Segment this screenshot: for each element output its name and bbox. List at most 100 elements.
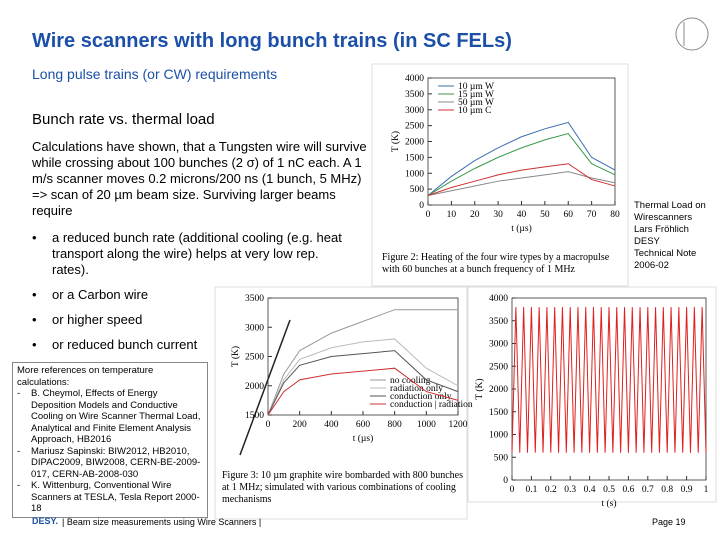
x-tick-label: 0.4 (584, 485, 596, 495)
x-tick-label: 0.7 (642, 485, 654, 495)
y-tick-label: 0 (419, 201, 424, 211)
x-axis-label: t (s) (601, 498, 616, 509)
y-axis-label: T (K) (390, 131, 401, 152)
footer-logo: DESY. (32, 516, 59, 526)
x-tick-label: 20 (470, 210, 480, 220)
x-tick-label: 0.3 (564, 485, 576, 495)
y-tick-label: 3500 (405, 90, 424, 100)
series-line (427, 171, 616, 196)
y-tick-label: 1500 (489, 408, 508, 418)
legend-label: 50 µm W (458, 98, 494, 108)
series-line (427, 121, 616, 196)
title: Wire scanners with long bunch trains (in… (32, 30, 512, 52)
side-note: Thermal Load on Wirescanners Lars Fröhlic… (634, 200, 714, 272)
figure-caption: Figure 3: 10 µm graphite wire bombarded … (222, 470, 463, 505)
y-tick-label: 2500 (489, 362, 508, 372)
x-tick-label: 70 (587, 210, 597, 220)
legend-label: 10 µm C (458, 106, 491, 116)
y-tick-label: 2000 (489, 385, 508, 395)
legend-label: radiation only (390, 384, 443, 394)
y-tick-label: 500 (494, 453, 509, 463)
reference: K. Wittenburg, Conventional Wire Scanner… (17, 480, 203, 515)
x-tick-label: 10 (447, 210, 457, 220)
references-intro: More references on temperature calculati… (17, 365, 154, 388)
y-tick-label: 500 (410, 185, 425, 195)
series-line (267, 350, 459, 416)
x-tick-label: 0 (266, 420, 271, 430)
figure-frame (467, 286, 717, 503)
y-tick-label: 3000 (245, 323, 264, 333)
reference: Mariusz Sapinski: BIW2012, HB2010, DIPAC… (17, 446, 203, 481)
legend-label: 10 µm W (458, 82, 494, 92)
bullet: or higher speed (32, 312, 352, 328)
reference: B. Cheymol, Effects of Energy Deposition… (17, 388, 203, 446)
bullet: a reduced bunch rate (additional cooling… (32, 230, 352, 278)
page-number: Page 19 (652, 517, 686, 527)
y-axis-label: T (K) (474, 378, 485, 399)
legend-label: 15 µm W (458, 90, 494, 100)
x-tick-label: 1 (704, 485, 709, 495)
x-tick-label: 0.2 (545, 485, 557, 495)
x-tick-label: 0 (426, 210, 431, 220)
y-tick-label: 1000 (405, 169, 424, 179)
y-tick-label: 0 (503, 476, 508, 486)
series-line (267, 367, 459, 416)
legend-label: conduction only (390, 392, 452, 402)
x-tick-label: 0.1 (525, 485, 537, 495)
x-tick-label: 60 (564, 210, 574, 220)
x-axis-label: t (µs) (353, 433, 374, 444)
y-tick-label: 3000 (489, 340, 508, 350)
subtitle: Long pulse trains (or CW) requirements (32, 66, 278, 82)
series-line (511, 307, 707, 453)
bullet-list: a reduced bunch rate (additional cooling… (32, 230, 352, 362)
plot: 0 500 1000 1500 2000 2500 3000 3500 4000 0 10 20 30 4… (390, 74, 620, 234)
y-tick-label: 2000 (245, 382, 264, 392)
side-note-line: DESY (634, 236, 660, 247)
x-tick-label: 1000 (417, 420, 436, 430)
series-line (427, 163, 616, 196)
x-tick-label: 50 (540, 210, 550, 220)
x-axis-label: t (µs) (511, 223, 532, 234)
y-tick-label: 2500 (405, 122, 424, 132)
x-tick-label: 40 (517, 210, 527, 220)
bullet: or reduced bunch current (32, 337, 352, 353)
y-tick-label: 3000 (405, 106, 424, 116)
x-tick-label: 1200 (449, 420, 468, 430)
legend-label: no cooling (390, 376, 431, 386)
heading: Bunch rate vs. thermal load (32, 111, 215, 128)
references-box: More references on temperature calculati… (12, 362, 208, 518)
y-tick-label: 1000 (489, 431, 508, 441)
reference-list: B. Cheymol, Effects of Energy Deposition… (17, 388, 203, 515)
plot: 0 500 1000 1500 2000 2500 3000 3500 4000 0 0.1 0.2 0… (474, 294, 709, 509)
footer-text: | Beam size measurements using Wire Scan… (62, 517, 262, 527)
figure-caption: Figure 2: Heating of the four wire types… (382, 252, 610, 275)
x-tick-label: 0.8 (661, 485, 673, 495)
x-tick-label: 0.9 (681, 485, 693, 495)
legend-label: conduction | radiation (390, 400, 473, 410)
y-axis-label: T (K) (230, 346, 241, 367)
y-tick-label: 3500 (489, 317, 508, 327)
x-tick-label: 0.6 (622, 485, 634, 495)
y-tick-label: 2500 (245, 353, 264, 363)
y-tick-label: 4000 (489, 294, 508, 304)
bullet: or a Carbon wire (32, 287, 352, 303)
y-tick-label: 2000 (405, 138, 424, 148)
x-tick-label: 80 (610, 210, 620, 220)
side-note-line: Technical Note 2006-02 (634, 248, 697, 271)
side-note-line: Thermal Load on Wirescanners (634, 200, 706, 223)
y-tick-label: 1500 (245, 411, 264, 421)
side-note-line: Lars Fröhlich (634, 224, 689, 235)
logo (675, 17, 709, 51)
x-tick-label: 0.5 (603, 485, 615, 495)
x-tick-label: 0 (510, 485, 515, 495)
series-line (427, 132, 616, 196)
x-tick-label: 400 (324, 420, 339, 430)
x-tick-label: 200 (293, 420, 308, 430)
x-tick-label: 600 (356, 420, 371, 430)
x-tick-label: 30 (493, 210, 503, 220)
x-tick-label: 800 (388, 420, 403, 430)
paragraph: Calculations have shown, that a Tungsten… (32, 139, 367, 218)
y-tick-label: 4000 (405, 74, 424, 84)
y-tick-label: 1500 (405, 153, 424, 163)
